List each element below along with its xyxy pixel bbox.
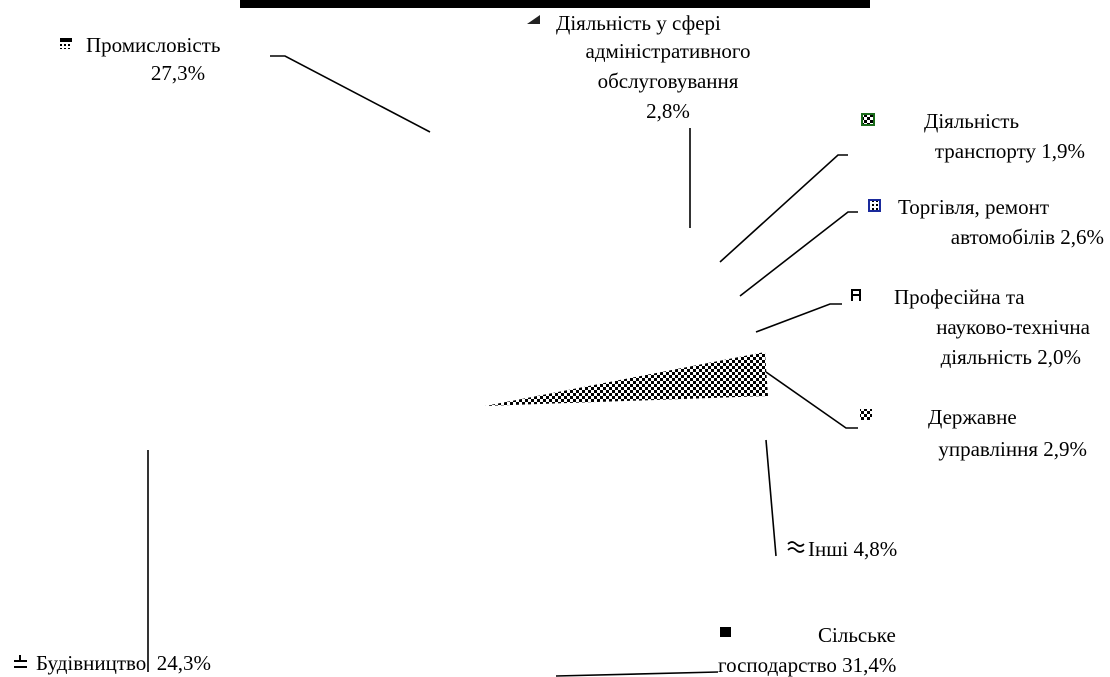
admin-marker-icon (527, 15, 540, 24)
government-marker-icon (860, 409, 872, 420)
label-agriculture-value: господарство 31,4% (718, 653, 896, 677)
label-other: Інші 4,8% (808, 537, 897, 561)
label-transport-name: Діяльність (924, 109, 1019, 133)
leader-lines (147, 55, 858, 677)
leader-line-trade (739, 211, 858, 297)
other-marker-icon (787, 541, 805, 553)
label-trade-name: Торгівля, ремонт (898, 195, 1049, 219)
agriculture-marker-icon (720, 627, 731, 637)
label-transport-value: транспорту 1,9% (935, 139, 1085, 163)
label-admin-line1: Діяльність у сфері (556, 11, 721, 35)
professional-marker-icon (851, 289, 861, 301)
label-construction: Будівництво 24,3% (36, 651, 211, 675)
label-professional-value: діяльність 2,0% (941, 345, 1081, 369)
chart-title-fragment (240, 0, 870, 8)
label-industry-value: 27,3% (151, 61, 205, 85)
construction-marker-icon (14, 655, 27, 668)
legend-markers (14, 15, 881, 668)
label-trade-value: автомобілів 2,6% (951, 225, 1104, 249)
label-agriculture-name: Сільське (818, 623, 896, 647)
leader-line-other (765, 439, 777, 557)
label-professional-line1: Професійна та (894, 285, 1025, 309)
leader-line-transport (719, 154, 848, 263)
industry-marker-icon (60, 38, 72, 49)
label-admin-line2: адміністративного (586, 39, 751, 63)
leader-line-professional (755, 303, 842, 333)
label-government-name: Державне (928, 405, 1017, 429)
label-admin-value: 2,8% (646, 99, 690, 123)
transport-marker-icon (861, 113, 875, 126)
label-admin-line3: обслуговування (598, 69, 739, 93)
label-government-value: управління 2,9% (938, 437, 1087, 461)
pie-slice-government (485, 352, 768, 406)
trade-marker-icon (868, 199, 881, 212)
leader-line-government (765, 371, 858, 429)
label-professional-line2: науково-технічна (936, 315, 1090, 339)
label-industry-name: Промисловість (86, 33, 220, 57)
leader-line-agriculture (555, 671, 719, 677)
leader-line-industry (270, 55, 431, 133)
